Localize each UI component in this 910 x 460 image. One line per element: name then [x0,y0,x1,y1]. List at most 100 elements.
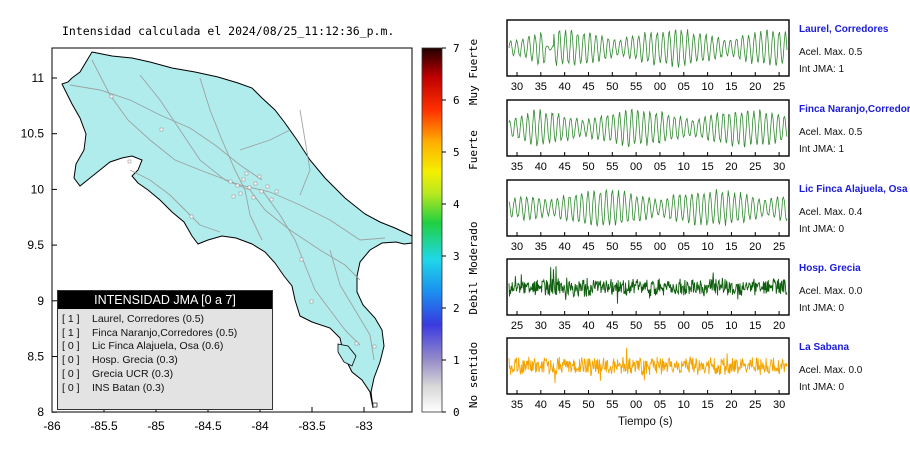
station-name: Lic Finca Alajuela, Osa [799,184,908,195]
waveform-x-tick-label: 25 [773,81,785,93]
scale-tick-label: 1 [453,354,460,367]
station-name: Laurel, Corredores [799,24,889,35]
waveform-frame [506,179,790,237]
waveform-x-tick-label: 35 [511,399,523,411]
waveform-x-tick-label: 50 [582,399,594,411]
waveform-x-tick-label: 05 [654,161,666,173]
legend-station: INS Batan (0.3) [92,381,165,394]
station-name: Finca Naranjo,Corredores [799,104,910,115]
max-acceleration: Acel. Max. 0.0 [799,365,863,376]
costa-rica-land [61,51,413,409]
waveform-x-tick-label: 50 [630,320,642,332]
map-x-tick-label: -85.5 [90,419,118,433]
waveform-x-tick-label: 30 [511,81,523,93]
waveform-x-tick-label: 25 [511,320,523,332]
waveform-x-tick-label: 30 [511,241,523,253]
waveform-x-tick-label: 35 [559,320,571,332]
map-x-tick-label: -84 [251,419,269,433]
waveform-x-tick-label: 15 [725,81,737,93]
waveform-x-tick-label: 20 [725,161,737,173]
waveform-x-tick-label: 25 [773,241,785,253]
color-scale-labels: No sentido Debil Moderado Fuerte Muy Fuerte [467,39,480,408]
waveform-x-tick-label: 05 [678,241,690,253]
color-scale-ticks: 0 1 2 3 4 5 6 7 [442,42,460,419]
legend-row: [ 0 ] INS Batan (0.3) [58,382,272,396]
waveform-x-tick-label: 45 [559,399,571,411]
map-title: Intensidad calculada el 2024/08/25_11:12… [62,24,395,38]
epicenter-marker [372,402,378,408]
scale-category-label: No sentido [467,342,480,408]
legend-station: Laurel, Corredores (0.5) [92,313,205,325]
map-y-tick-label: 11 [32,71,45,85]
legend-station: Hosp. Grecia (0.3) [92,354,178,367]
waveform-x-tick-label: 55 [606,161,618,173]
scale-category-label: Fuerte [467,130,480,170]
map-x-axis: -86 -85.5 -85 -84.5 -84 -83.5 -83 [43,407,373,433]
legend-title: INTENSIDAD JMA [0 a 7] [58,291,272,309]
map-x-tick-label: -83.5 [298,419,326,433]
waveform-x-tick-label: 20 [749,241,761,253]
jma-intensity: Int JMA: 0 [799,382,845,393]
waveform-x-tick-label: 40 [535,161,547,173]
legend-station: Lic Finca Alajuela, Osa (0.6) [92,340,224,353]
map-y-tick-label: 10.5 [21,127,45,141]
scale-tick-label: 2 [453,302,460,315]
waveform-x-tick-label: 00 [654,241,666,253]
waveform-x-tick-label: 00 [630,399,642,411]
waveform-x-tick-label: 25 [749,399,761,411]
scale-category-label: Moderado [467,222,480,275]
legend-level: [ 1 ] [62,326,80,339]
station-name: Hosp. Grecia [799,263,861,274]
waveform-x-tick-label: 50 [606,81,618,93]
waveform-x-tick-label: 40 [535,399,547,411]
map-y-tick-label: 10 [31,182,45,196]
map-x-tick-label: -85 [147,419,165,433]
waveform-x-tick-label: 30 [773,399,785,411]
waveform-trace [508,188,788,228]
waveform-x-tick-label: 35 [511,161,523,173]
map-y-tick-label: 8 [37,405,44,419]
waveform-x-tick-label: 30 [535,320,547,332]
waveform-x-tick-label: 05 [701,320,713,332]
waveform-x-tick-label: 05 [678,81,690,93]
scale-tick-label: 6 [453,94,460,107]
legend-station: Grecia UCR (0.3) [92,367,174,380]
waveform-x-tick-label: 00 [654,81,666,93]
max-acceleration: Acel. Max. 0.5 [799,47,863,58]
map-y-tick-label: 8.5 [27,350,44,364]
waveform-x-tick-label: 40 [559,241,571,253]
waveform-x-tick-label: 00 [678,320,690,332]
map-y-axis: 11 10.5 10 9.5 9 8.5 8 [21,71,57,419]
legend-rows: [ 1 ] Laurel, Corredores (0.5) [ 1 ] Finca … [58,309,272,395]
legend-station: Finca Naranjo,Corredores (0.5) [92,326,238,339]
scale-tick-label: 7 [453,42,460,55]
waveform-x-tick-label: 15 [749,320,761,332]
waveform-trace [508,347,788,384]
waveform-x-tick-label: 45 [606,320,618,332]
waveform-x-tick-label: 20 [725,399,737,411]
scale-tick-label: 4 [453,198,460,211]
waveform-trace [508,108,788,148]
waveform-x-tick-label: 10 [701,241,713,253]
intensity-legend: INTENSIDAD JMA [0 a 7] [ 1 ] Laurel, Corr… [57,290,273,410]
waveform-x-tick-label: 20 [749,81,761,93]
waveform-x-tick-label: 45 [582,241,594,253]
legend-row: [ 1 ] Laurel, Corredores (0.5) [58,313,272,327]
waveform-x-tick-label: 00 [630,161,642,173]
waveform-x-tick-label: 30 [773,161,785,173]
scale-tick-label: 5 [453,146,460,159]
waveform-x-tick-label: 15 [725,241,737,253]
legend-level: [ 0 ] [62,340,80,353]
waveform-frame [506,19,790,77]
waveform-x-tick-label: 50 [606,241,618,253]
jma-intensity: Int JMA: 0 [799,224,845,235]
color-bar [421,47,443,413]
waveform-x-tick-label: 20 [773,320,785,332]
legend-level: [ 1 ] [62,313,80,325]
station-markers [109,94,377,349]
